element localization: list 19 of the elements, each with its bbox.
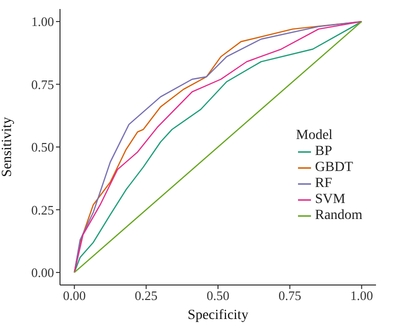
x-tick-label: 0.25 [134,288,158,304]
x-tick-label: 1.00 [350,288,374,304]
legend-label: Random [315,208,362,224]
y-tick-label: 1.00 [31,14,54,30]
line-series [74,20,362,274]
legend-label: RF [315,176,332,192]
legend-label: BP [315,144,332,160]
legend-title: Model [296,128,334,144]
x-tick-label: 0.00 [62,288,86,304]
y-axis-title: Sensitivity [0,117,15,177]
y-tick-label: 0.75 [31,76,54,92]
x-axis-title: Specificity [188,308,248,323]
y-tick-label: 0.00 [31,265,54,280]
y-tick-label: 0.50 [31,140,54,155]
y-tick-label: 0.25 [31,202,54,218]
legend-label: GBDT [315,160,354,176]
x-tick-label: 0.50 [206,288,230,304]
x-tick-label: 0.75 [278,288,302,304]
legend-label: SVM [315,192,346,208]
